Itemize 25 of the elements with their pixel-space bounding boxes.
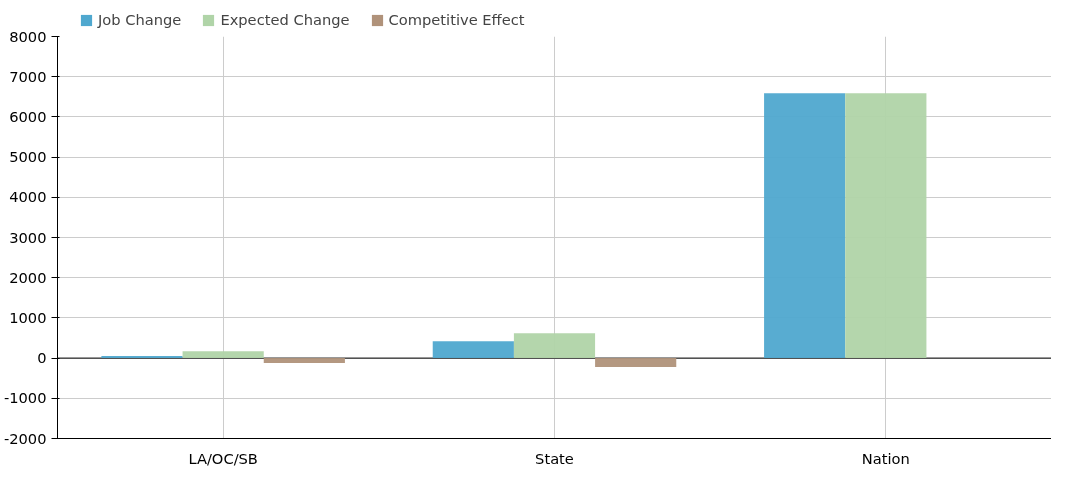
bar — [513, 333, 596, 359]
y-tick-label: 5000 — [9, 148, 47, 166]
y-tick-label: 7000 — [9, 67, 47, 85]
bar — [845, 93, 927, 359]
y-tick-label: -2000 — [3, 429, 47, 447]
y-tick-label: 3000 — [9, 228, 47, 246]
bar — [764, 93, 846, 359]
y-tick-label: 8000 — [9, 27, 47, 45]
x-tick-label: Nation — [861, 449, 910, 467]
y-tick-label: 0 — [37, 349, 47, 367]
y-tick-label: 4000 — [9, 188, 47, 206]
legend-label: Competitive Effect — [388, 11, 525, 28]
bar — [101, 356, 183, 359]
legend-label: Expected Change — [220, 11, 350, 28]
bar — [182, 351, 264, 359]
bar — [595, 358, 677, 367]
y-tick-label: -1000 — [3, 389, 47, 407]
y-tick-label: 1000 — [9, 308, 47, 326]
y-tick-label: 2000 — [9, 268, 47, 286]
bar — [263, 358, 345, 363]
y-tick-label: 6000 — [9, 107, 47, 125]
bar — [432, 341, 514, 359]
x-tick-label: LA/OC/SB — [188, 449, 258, 467]
x-tick-label: State — [535, 449, 574, 467]
legend-label: Job Change — [98, 11, 182, 28]
